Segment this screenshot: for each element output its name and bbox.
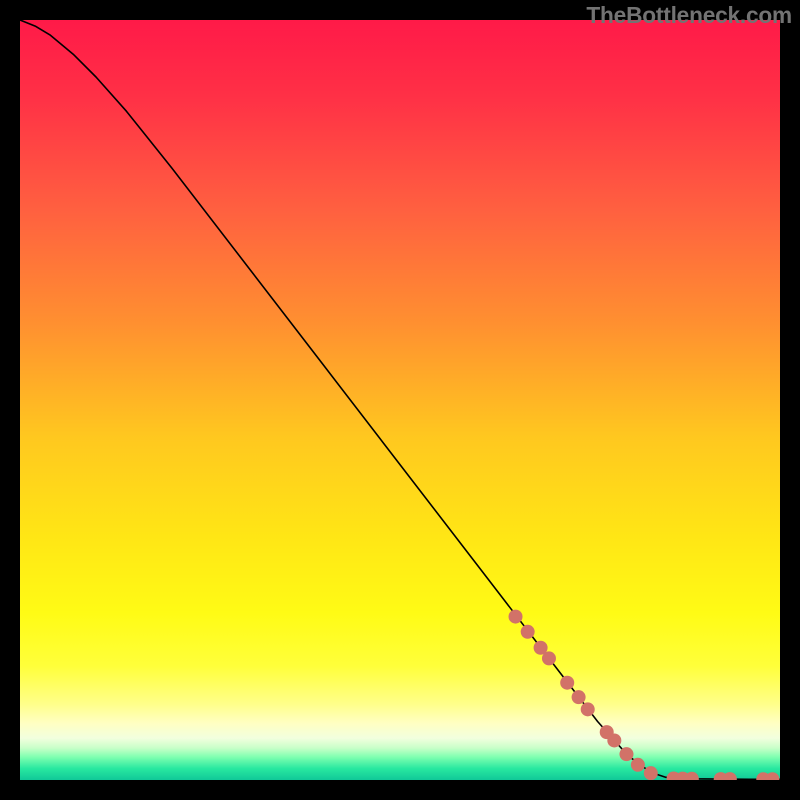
data-point (560, 676, 574, 690)
data-point (631, 758, 645, 772)
data-point (644, 766, 658, 780)
data-point (581, 702, 595, 716)
data-point (509, 610, 523, 624)
plot-background (20, 20, 780, 780)
data-point (619, 747, 633, 761)
data-point (607, 733, 621, 747)
data-point (521, 625, 535, 639)
data-point (542, 651, 556, 665)
watermark-text: TheBottleneck.com (586, 2, 792, 29)
bottleneck-curve-chart (20, 20, 780, 780)
chart-frame: TheBottleneck.com (0, 0, 800, 800)
data-point (572, 690, 586, 704)
